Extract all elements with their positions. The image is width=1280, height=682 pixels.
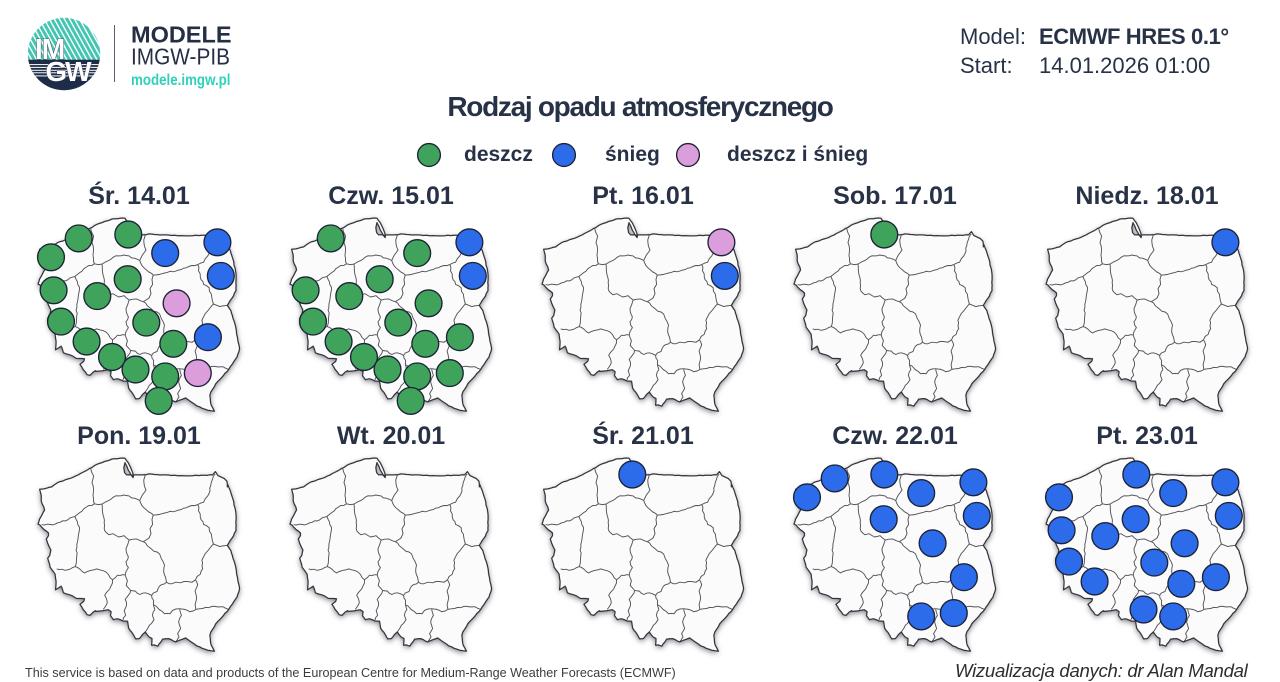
svg-text:GW: GW	[45, 56, 92, 87]
svg-text:IMGW-PIB: IMGW-PIB	[131, 44, 230, 70]
svg-text:MODELE: MODELE	[131, 22, 232, 48]
svg-text:modele.imgw.pl: modele.imgw.pl	[131, 72, 231, 89]
svg-text:IM: IM	[35, 33, 64, 65]
